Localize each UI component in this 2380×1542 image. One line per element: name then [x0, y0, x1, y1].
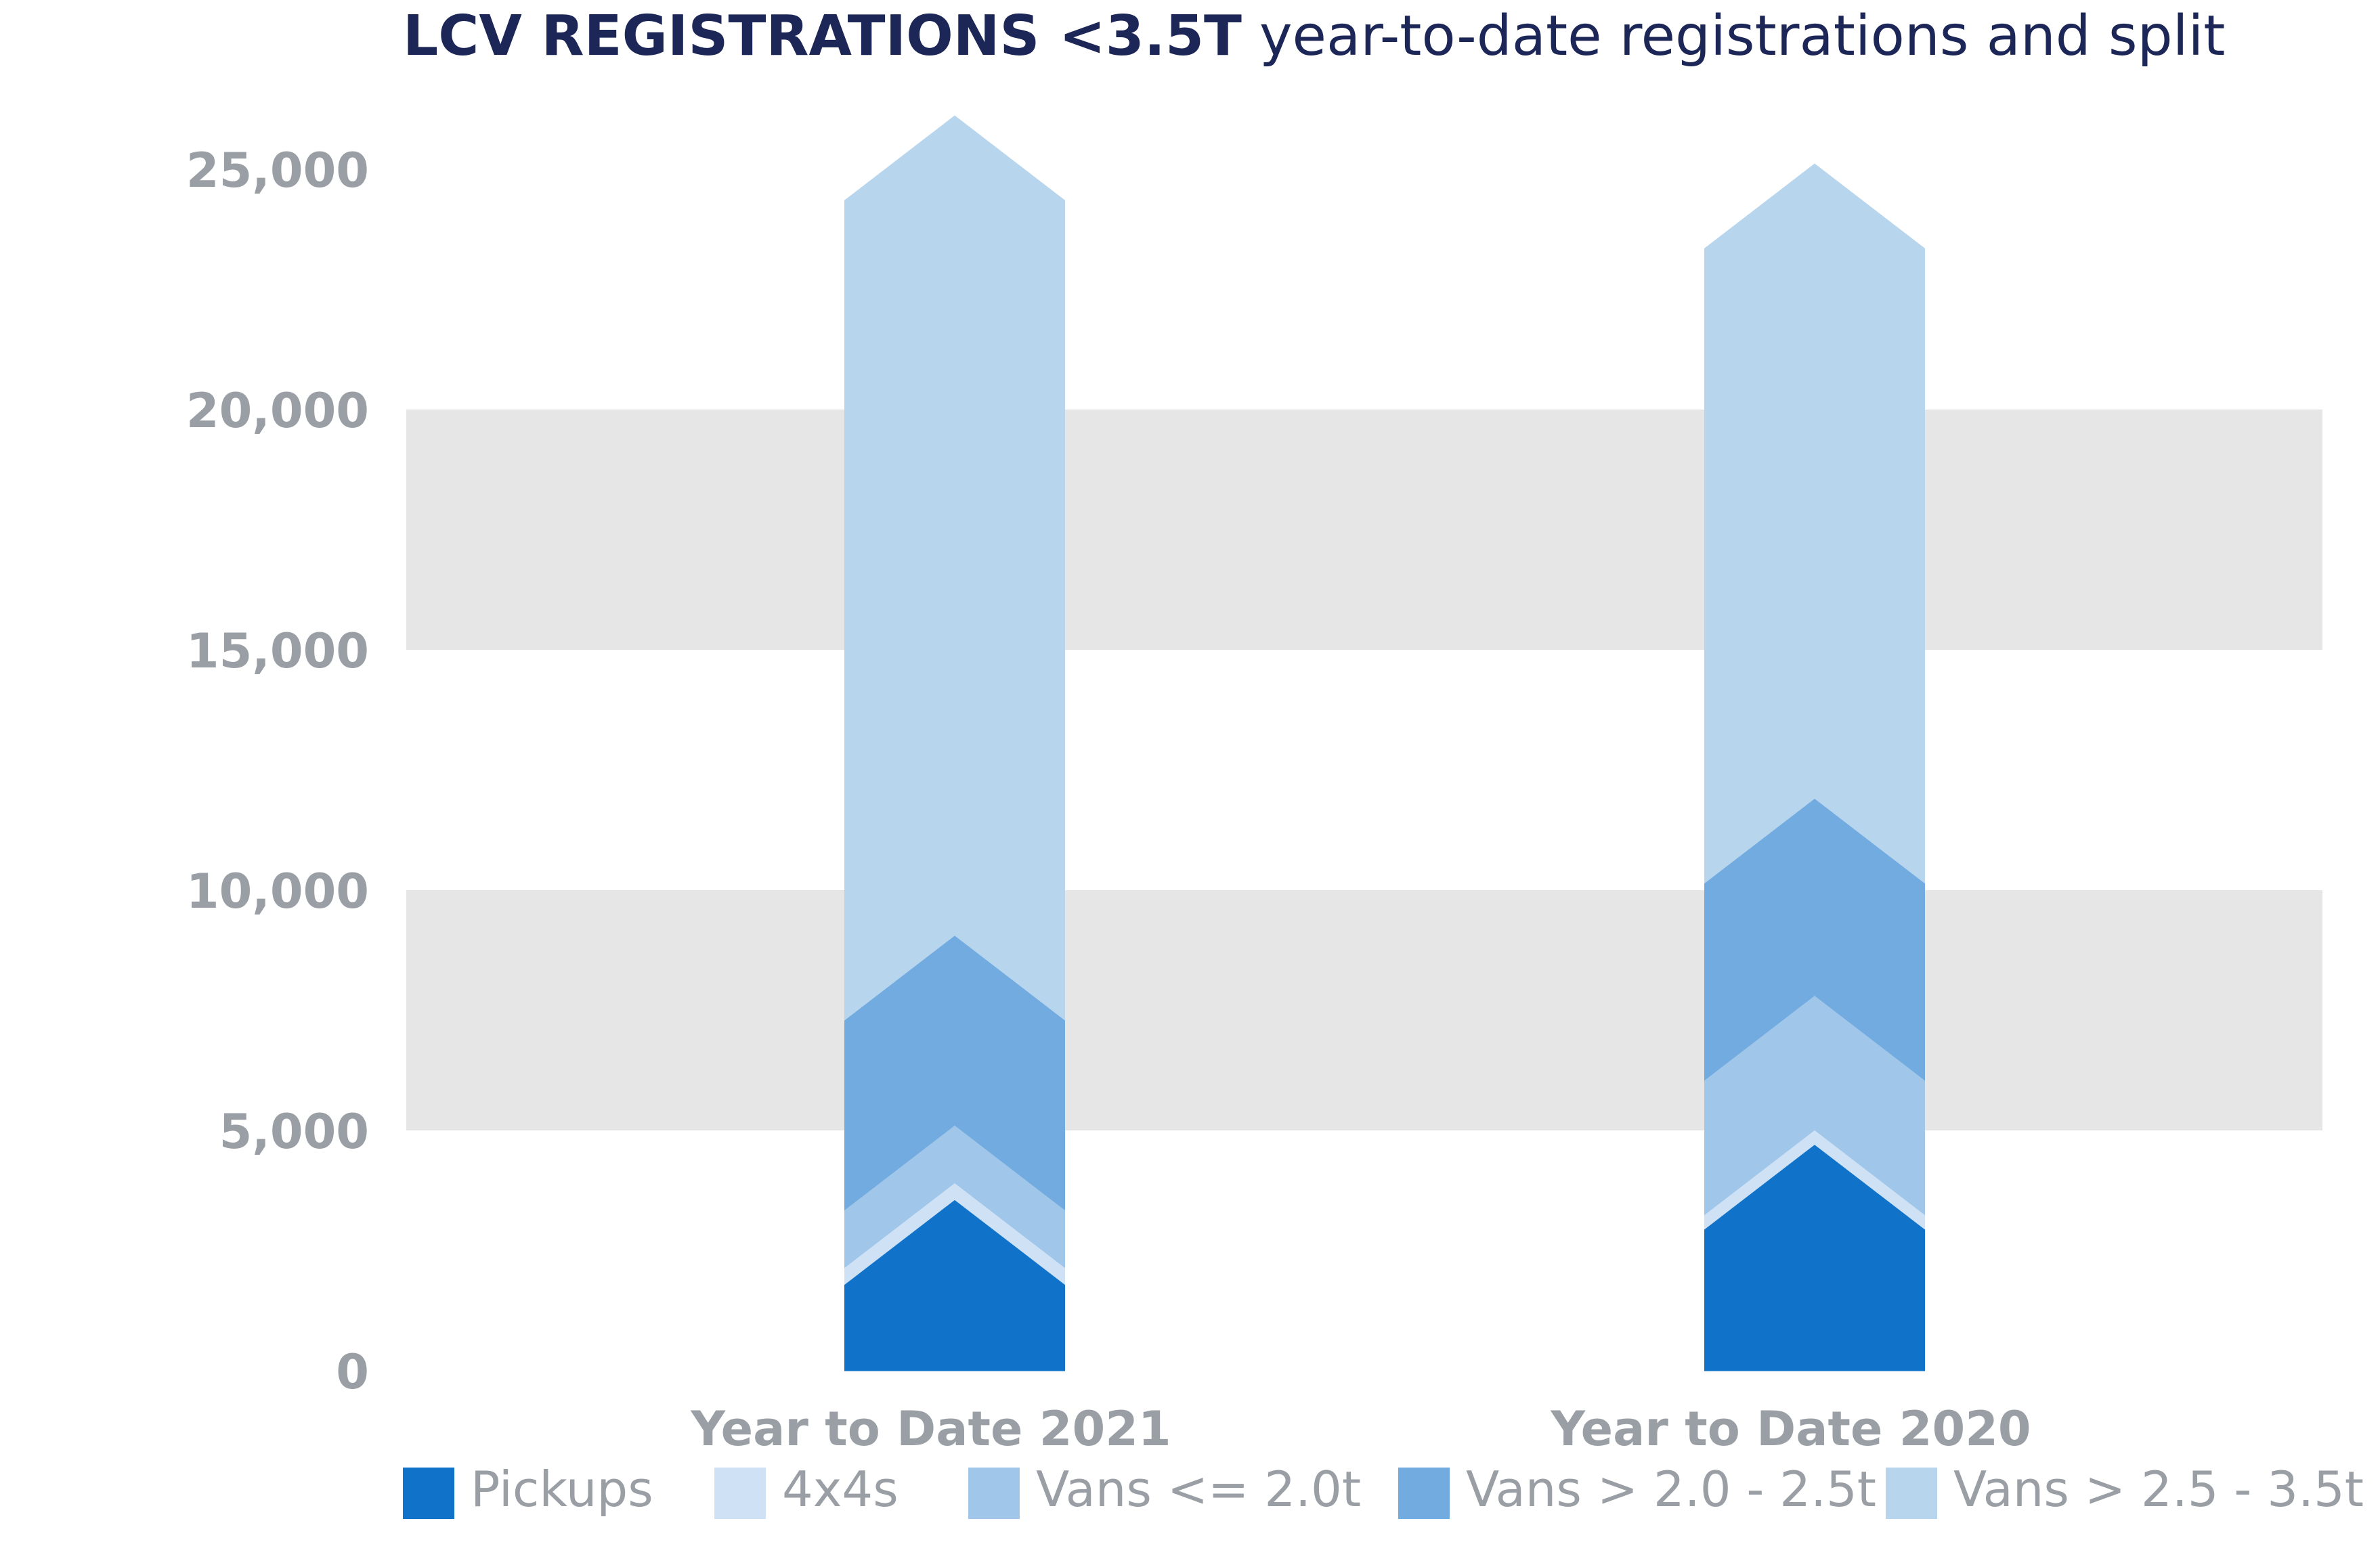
- y-axis: 0 5,000 10,000 15,000 20,000 25,000: [186, 143, 369, 1400]
- bar-segment-vans-2-5-3-5t: [1704, 163, 1925, 884]
- chart-title: LCV REGISTRATIONS <3.5T year-to-date reg…: [403, 0, 2225, 81]
- y-tick-label: 15,000: [186, 623, 369, 679]
- chart-title-bold: LCV REGISTRATIONS <3.5T: [403, 4, 1242, 68]
- legend-label: Pickups: [471, 1461, 653, 1518]
- y-tick-label: 25,000: [186, 143, 369, 198]
- legend-label: Vans > 2.0 - 2.5t: [1466, 1461, 1877, 1518]
- y-tick-label: 20,000: [186, 383, 369, 439]
- grid-band-1: [406, 410, 2322, 650]
- bar-group: [844, 115, 1065, 1371]
- x-tick-label: Year to Date 2020: [1550, 1401, 2031, 1457]
- bars: [844, 115, 1925, 1371]
- grid-band-0: [406, 890, 2322, 1130]
- bar-group: [1704, 163, 1925, 1371]
- bar-segment-vans-2-5-3-5t: [844, 115, 1065, 1021]
- legend-label: Vans <= 2.0t: [1036, 1461, 1362, 1518]
- x-axis: Year to Date 2021 Year to Date 2020: [690, 1401, 2031, 1457]
- legend-swatch: [1398, 1468, 1450, 1519]
- legend-swatch: [1886, 1468, 1937, 1519]
- legend-label: 4x4s: [782, 1461, 899, 1518]
- legend-swatch: [403, 1468, 454, 1519]
- grid-bands: [406, 410, 2322, 1130]
- legend-label: Vans > 2.5 - 3.5t: [1953, 1461, 2364, 1518]
- legend-swatch: [714, 1468, 766, 1519]
- y-tick-label: 5,000: [219, 1104, 369, 1160]
- legend-swatch: [968, 1468, 1020, 1519]
- x-tick-label: Year to Date 2021: [690, 1401, 1171, 1457]
- chart-title-light: year-to-date registrations and split: [1259, 4, 2226, 68]
- y-tick-label: 0: [336, 1344, 369, 1400]
- y-tick-label: 10,000: [186, 864, 369, 919]
